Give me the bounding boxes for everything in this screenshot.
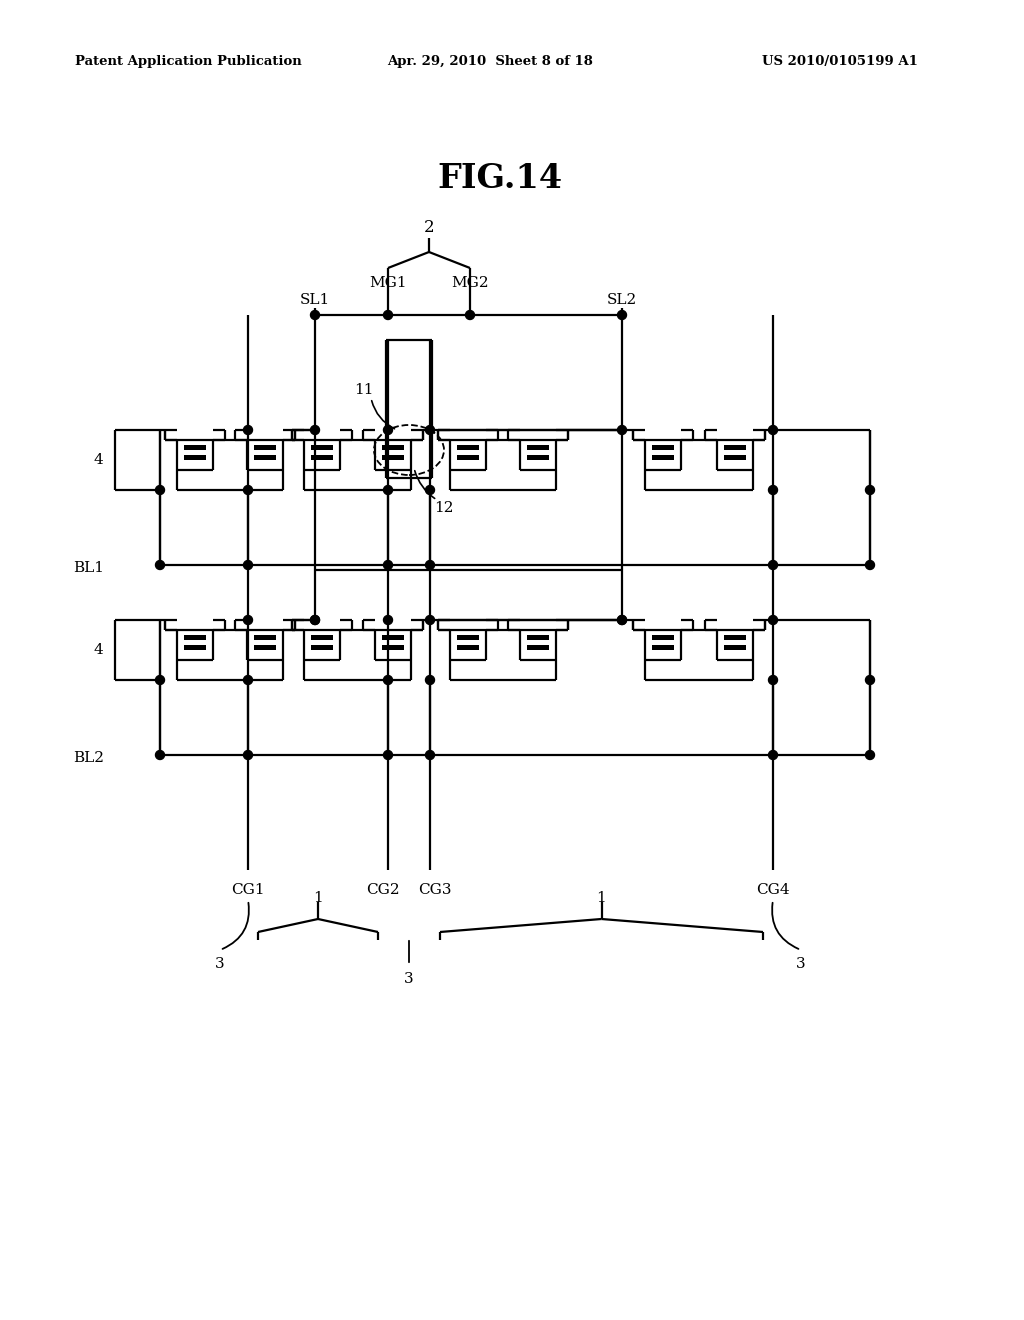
Circle shape: [617, 310, 627, 319]
Bar: [527, 445, 549, 450]
Circle shape: [384, 751, 392, 759]
Circle shape: [426, 561, 434, 569]
Circle shape: [244, 561, 253, 569]
Text: 3: 3: [404, 972, 414, 986]
Circle shape: [244, 486, 253, 495]
Circle shape: [865, 676, 874, 685]
Bar: [311, 455, 333, 459]
Bar: [457, 645, 479, 649]
Circle shape: [768, 486, 777, 495]
Bar: [311, 645, 333, 649]
Circle shape: [384, 425, 392, 434]
Bar: [184, 455, 206, 459]
Circle shape: [384, 486, 392, 495]
Text: Apr. 29, 2010  Sheet 8 of 18: Apr. 29, 2010 Sheet 8 of 18: [387, 55, 593, 69]
Bar: [457, 455, 479, 459]
Circle shape: [384, 615, 392, 624]
Text: Patent Application Publication: Patent Application Publication: [75, 55, 302, 69]
Bar: [254, 635, 276, 640]
Bar: [254, 445, 276, 450]
Text: 3: 3: [797, 957, 806, 972]
Text: 3: 3: [215, 957, 225, 972]
Bar: [527, 455, 549, 459]
Bar: [254, 455, 276, 459]
Bar: [382, 645, 404, 649]
Bar: [184, 635, 206, 640]
Text: 1: 1: [597, 891, 606, 906]
Text: US 2010/0105199 A1: US 2010/0105199 A1: [762, 55, 918, 69]
Bar: [652, 445, 674, 450]
Circle shape: [617, 615, 627, 624]
Circle shape: [244, 676, 253, 685]
Text: CG1: CG1: [231, 883, 265, 898]
Circle shape: [426, 751, 434, 759]
Text: CG2: CG2: [367, 883, 399, 898]
Bar: [457, 445, 479, 450]
Circle shape: [426, 615, 434, 624]
Circle shape: [310, 310, 319, 319]
Bar: [311, 445, 333, 450]
Circle shape: [156, 561, 165, 569]
Bar: [652, 455, 674, 459]
Circle shape: [156, 751, 165, 759]
Text: BL1: BL1: [73, 561, 104, 576]
Bar: [382, 455, 404, 459]
Bar: [724, 445, 746, 450]
Circle shape: [384, 561, 392, 569]
Circle shape: [310, 425, 319, 434]
Bar: [382, 445, 404, 450]
Circle shape: [768, 751, 777, 759]
Bar: [724, 645, 746, 649]
Bar: [652, 645, 674, 649]
Text: CG4: CG4: [756, 883, 790, 898]
Bar: [382, 635, 404, 640]
Circle shape: [426, 676, 434, 685]
Circle shape: [384, 310, 392, 319]
Bar: [311, 635, 333, 640]
Text: FIG.14: FIG.14: [437, 161, 562, 194]
Circle shape: [426, 425, 434, 434]
Circle shape: [310, 615, 319, 624]
Circle shape: [244, 425, 253, 434]
Bar: [457, 635, 479, 640]
Text: MG2: MG2: [452, 276, 488, 290]
Text: SL1: SL1: [300, 293, 330, 308]
Circle shape: [310, 615, 319, 624]
Text: 1: 1: [313, 891, 323, 906]
Circle shape: [384, 676, 392, 685]
Circle shape: [244, 751, 253, 759]
Bar: [184, 445, 206, 450]
Circle shape: [865, 486, 874, 495]
Circle shape: [617, 425, 627, 434]
Circle shape: [617, 615, 627, 624]
Circle shape: [865, 751, 874, 759]
Text: MG1: MG1: [370, 276, 407, 290]
Circle shape: [768, 561, 777, 569]
Text: CG3: CG3: [418, 883, 452, 898]
Circle shape: [768, 425, 777, 434]
Circle shape: [466, 310, 474, 319]
Bar: [652, 635, 674, 640]
Circle shape: [865, 561, 874, 569]
Bar: [254, 645, 276, 649]
Circle shape: [156, 676, 165, 685]
Circle shape: [156, 486, 165, 495]
Circle shape: [768, 615, 777, 624]
Text: BL2: BL2: [73, 751, 104, 766]
Text: 2: 2: [424, 219, 434, 236]
Circle shape: [426, 486, 434, 495]
Circle shape: [244, 615, 253, 624]
Bar: [724, 635, 746, 640]
Bar: [527, 645, 549, 649]
Text: SL2: SL2: [607, 293, 637, 308]
Circle shape: [768, 676, 777, 685]
Bar: [527, 635, 549, 640]
Bar: [724, 455, 746, 459]
Text: 4: 4: [93, 643, 102, 657]
Text: 11: 11: [354, 383, 374, 397]
Text: 4: 4: [93, 453, 102, 467]
Text: 12: 12: [434, 502, 454, 515]
Bar: [184, 645, 206, 649]
